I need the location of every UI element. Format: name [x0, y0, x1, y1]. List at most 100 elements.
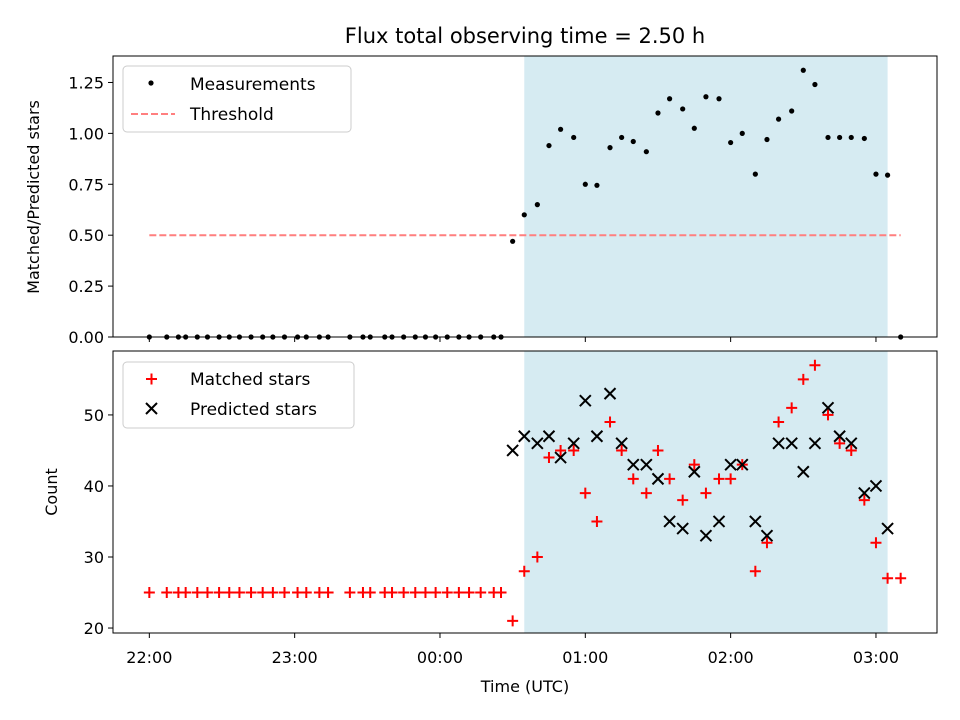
- measurement-point: [630, 138, 636, 145]
- matched-star-point: [475, 587, 487, 599]
- predicted-star-point: [821, 401, 835, 415]
- bottom-y-tick-label: 50: [84, 406, 104, 425]
- predicted-star-point: [688, 465, 701, 478]
- matched-star-point: [398, 587, 410, 599]
- legend-matched-marker: [146, 373, 157, 385]
- x-tick-label: 03:00: [853, 648, 899, 667]
- measurement-point: [546, 142, 552, 149]
- measurement-point: [655, 110, 661, 116]
- legend-predicted-marker: [145, 402, 158, 415]
- matched-star-point: [161, 587, 173, 599]
- measurement-point: [594, 182, 600, 188]
- predicted-star-point: [627, 458, 640, 471]
- predicted-star-point: [651, 472, 665, 486]
- matched-star-point: [257, 587, 269, 599]
- x-axis-label: Time (UTC): [480, 677, 569, 696]
- measurement-point: [716, 96, 722, 102]
- measurement-point: [752, 171, 758, 177]
- bottom-panel-frame: [112, 350, 938, 634]
- matched-star-point: [568, 444, 580, 456]
- predicted-star-point: [858, 486, 871, 500]
- measurement-point: [873, 171, 879, 177]
- measurement-point: [884, 172, 891, 178]
- measurement-point: [728, 139, 734, 146]
- predicted-star-point: [833, 430, 846, 443]
- matched-star-point: [543, 452, 555, 464]
- predicted-star-point: [579, 394, 592, 407]
- matched-star-point: [453, 587, 465, 599]
- predicted-star-point: [506, 444, 519, 457]
- measurement-point: [607, 145, 613, 151]
- matched-star-point: [364, 587, 376, 599]
- top-panel: 0.00 0.25 0.50 0.75 1.00 1.25 Matched/Predict…: [24, 55, 938, 347]
- measurement-point: [643, 149, 649, 155]
- measurement-point: [861, 135, 867, 142]
- matched-star-point: [834, 437, 846, 449]
- matched-star-point: [191, 587, 203, 599]
- matched-star-point: [223, 587, 235, 599]
- matched-star-point: [604, 416, 616, 428]
- measurement-point: [800, 67, 806, 73]
- matched-star-point: [278, 587, 290, 599]
- predicted-star-point: [845, 437, 858, 450]
- bottom-y-axis-label: Count: [42, 468, 61, 516]
- matched-star-point: [761, 537, 773, 549]
- top-legend: Measurements Threshold: [122, 65, 352, 133]
- legend-predicted-label: Predicted stars: [190, 400, 317, 420]
- x-tick-label: 00:00: [417, 648, 463, 667]
- predicted-star-point: [567, 437, 580, 450]
- matched-star-point: [725, 473, 737, 485]
- measurement-point: [739, 130, 745, 136]
- matched-star-point: [882, 572, 894, 584]
- measurement-point: [825, 134, 831, 141]
- measurement-point: [837, 134, 843, 141]
- top-y-tick-label: 0.00: [68, 328, 104, 347]
- legend-measurement-marker: [148, 80, 154, 86]
- top-y-tick-label: 0.75: [68, 175, 104, 194]
- x-tick-label: 23:00: [272, 648, 318, 667]
- measurement-point: [666, 96, 673, 102]
- predicted-star-point: [590, 430, 604, 443]
- matched-star-point: [409, 587, 421, 599]
- predicted-star-point: [724, 458, 737, 471]
- predicted-star-point: [712, 515, 726, 528]
- predicted-star-point: [736, 458, 749, 471]
- measurement-point: [619, 134, 625, 141]
- matched-star-point: [322, 587, 334, 599]
- bottom-y-tick-label: 30: [84, 548, 104, 567]
- matched-star-point: [616, 444, 628, 456]
- matched-star-point: [895, 572, 907, 584]
- matched-star-point: [344, 587, 356, 599]
- matched-star-point: [267, 587, 279, 599]
- chart-title: Flux total observing time = 2.50 h: [345, 24, 705, 48]
- matched-star-point: [797, 373, 809, 385]
- bottom-y-tick-label: 40: [84, 477, 104, 496]
- matched-star-point: [773, 416, 785, 428]
- predicted-star-point: [808, 437, 822, 450]
- matched-star-point: [870, 537, 882, 549]
- matched-star-point: [507, 615, 519, 627]
- matched-star-point: [677, 494, 689, 506]
- measurement-point: [680, 106, 686, 112]
- matched-star-point: [640, 487, 652, 499]
- predicted-star-point: [603, 387, 617, 400]
- matched-star-point: [555, 444, 567, 456]
- top-y-tick-label: 1.25: [68, 73, 104, 92]
- top-y-tick-label: 0.25: [68, 277, 104, 296]
- predicted-star-point: [869, 479, 883, 493]
- matched-star-point: [822, 409, 834, 421]
- measurement-point: [510, 238, 516, 244]
- matched-star-point: [858, 494, 870, 506]
- bottom-legend: Matched stars Predicted stars: [122, 361, 355, 429]
- matched-star-point: [579, 487, 591, 499]
- predicted-star-point: [554, 451, 567, 464]
- measurement-point: [691, 125, 697, 131]
- predicted-star-point: [785, 437, 798, 450]
- predicted-star-point: [531, 437, 544, 450]
- x-tick-label: 01:00: [562, 648, 608, 667]
- predicted-star-point: [640, 458, 653, 471]
- matched-star-point: [233, 587, 245, 599]
- matched-star-point: [441, 587, 453, 599]
- predicted-star-point: [760, 529, 774, 542]
- matched-star-point: [627, 473, 639, 485]
